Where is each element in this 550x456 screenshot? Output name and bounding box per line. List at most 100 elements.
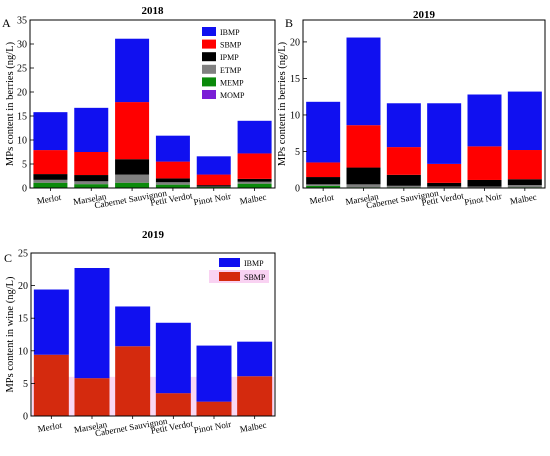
bar-ibmp-malbec bbox=[238, 121, 272, 154]
bar-ibmp-malbec bbox=[508, 92, 542, 150]
bar-sbmp-merlot bbox=[33, 150, 67, 174]
panel-title: 2018 bbox=[142, 5, 165, 17]
y-tick-label: 20 bbox=[18, 281, 28, 292]
bar-ibmp-merlot bbox=[34, 290, 69, 355]
y-tick-label: 0 bbox=[295, 184, 300, 195]
panel-letter: C bbox=[4, 251, 12, 265]
bar-ipmp-marselan bbox=[74, 175, 108, 181]
y-tick-label: 10 bbox=[18, 346, 28, 357]
bar-ipmp-marselan bbox=[347, 168, 381, 185]
y-tick-label: 10 bbox=[290, 110, 300, 121]
y-tick-label: 0 bbox=[23, 412, 28, 423]
y-tick-label: 15 bbox=[17, 112, 27, 123]
panel-letter: A bbox=[2, 16, 11, 30]
bar-ipmp-malbec bbox=[238, 179, 272, 182]
bar-ibmp-cabernet-sauvignon bbox=[115, 306, 150, 346]
bar-ibmp-petit-verdot bbox=[427, 103, 461, 164]
bar-etmp-marselan bbox=[347, 184, 381, 187]
x-tick-label: Malbec bbox=[509, 192, 537, 207]
bar-etmp-merlot bbox=[33, 180, 67, 183]
bar-ibmp-cabernet-sauvignon bbox=[115, 39, 149, 102]
x-tick-label: Merlot bbox=[309, 192, 335, 206]
legend-swatch-ibmp bbox=[219, 258, 240, 267]
bar-sbmp-merlot bbox=[306, 162, 340, 177]
bar-ibmp-petit-verdot bbox=[156, 323, 191, 393]
bar-ipmp-petit-verdot bbox=[156, 178, 190, 182]
bar-sbmp-pinot-noir bbox=[197, 175, 231, 186]
x-tick-label: Merlot bbox=[36, 192, 62, 206]
bar-ipmp-petit-verdot bbox=[427, 183, 461, 187]
y-tick-label: 20 bbox=[290, 37, 300, 48]
bar-ipmp-cabernet-sauvignon bbox=[115, 159, 149, 174]
bar-sbmp-cabernet-sauvignon bbox=[115, 102, 149, 159]
y-axis-label: MPs content in berries (ng/L) bbox=[277, 41, 288, 166]
bar-sbmp-cabernet-sauvignon bbox=[387, 147, 421, 175]
x-tick-label: Malbec bbox=[239, 192, 267, 207]
bar-ibmp-pinot-noir bbox=[468, 95, 502, 147]
bar-ibmp-marselan bbox=[74, 108, 108, 152]
y-tick-label: 15 bbox=[290, 74, 300, 85]
y-tick-label: 15 bbox=[18, 314, 28, 325]
bar-ibmp-pinot-noir bbox=[197, 156, 231, 174]
legend-label-sbmp: SBMP bbox=[244, 273, 266, 282]
legend-label-etmp: ETMP bbox=[220, 66, 242, 75]
legend-swatch-memp bbox=[202, 77, 216, 86]
legend-label-memp: MEMP bbox=[220, 78, 244, 87]
bar-ipmp-merlot bbox=[306, 177, 340, 184]
legend-label-ipmp: IPMP bbox=[220, 53, 239, 62]
panel-letter: B bbox=[285, 16, 293, 30]
bar-etmp-merlot bbox=[306, 184, 340, 185]
y-tick-label: 5 bbox=[22, 160, 27, 171]
x-tick-label: Pinot Noir bbox=[193, 419, 232, 435]
bar-ibmp-merlot bbox=[306, 102, 340, 163]
legend-swatch-sbmp bbox=[202, 40, 216, 49]
bar-sbmp-pinot-noir bbox=[197, 402, 232, 416]
x-tick-label: Merlot bbox=[37, 420, 63, 434]
y-tick-label: 25 bbox=[18, 249, 28, 260]
legend-label-ibmp: IBMP bbox=[220, 28, 240, 37]
legend-swatch-etmp bbox=[202, 65, 216, 74]
bar-etmp-cabernet-sauvignon bbox=[115, 175, 149, 183]
bar-ibmp-cabernet-sauvignon bbox=[387, 103, 421, 147]
bar-ibmp-petit-verdot bbox=[156, 136, 190, 162]
legend-swatch-sbmp bbox=[219, 272, 240, 281]
bar-sbmp-malbec bbox=[237, 376, 272, 416]
bar-ipmp-cabernet-sauvignon bbox=[387, 175, 421, 186]
y-axis-label: MPs content in wine (ng/L) bbox=[5, 276, 16, 393]
bar-ibmp-malbec bbox=[237, 342, 272, 377]
bar-ibmp-merlot bbox=[33, 112, 67, 150]
bar-memp-marselan bbox=[74, 184, 108, 188]
bar-memp-malbec bbox=[238, 184, 272, 188]
bar-ibmp-marselan bbox=[75, 268, 110, 378]
bar-sbmp-cabernet-sauvignon bbox=[115, 346, 150, 416]
bar-etmp-petit-verdot bbox=[156, 182, 190, 184]
bar-sbmp-marselan bbox=[74, 152, 108, 175]
bar-sbmp-malbec bbox=[238, 153, 272, 178]
y-tick-label: 5 bbox=[295, 147, 300, 158]
y-tick-label: 5 bbox=[23, 379, 28, 390]
bar-etmp-malbec bbox=[238, 182, 272, 184]
legend-label-sbmp: SBMP bbox=[220, 41, 242, 50]
bar-ibmp-marselan bbox=[347, 38, 381, 126]
y-tick-label: 10 bbox=[17, 136, 27, 147]
y-axis-label: MPs content in berries (ng/L) bbox=[5, 41, 16, 166]
bar-sbmp-merlot bbox=[34, 355, 69, 416]
bar-ipmp-pinot-noir bbox=[468, 180, 502, 187]
x-tick-label: Malbec bbox=[239, 420, 267, 435]
bar-sbmp-petit-verdot bbox=[156, 393, 191, 416]
bar-ipmp-pinot-noir bbox=[197, 185, 231, 186]
bar-sbmp-marselan bbox=[347, 125, 381, 167]
bar-sbmp-pinot-noir bbox=[468, 146, 502, 180]
panel-title: 2019 bbox=[413, 9, 436, 21]
bar-etmp-marselan bbox=[74, 181, 108, 184]
bar-sbmp-malbec bbox=[508, 150, 542, 179]
bar-sbmp-marselan bbox=[75, 378, 110, 416]
bar-ipmp-malbec bbox=[508, 179, 542, 185]
y-tick-label: 25 bbox=[17, 64, 27, 75]
